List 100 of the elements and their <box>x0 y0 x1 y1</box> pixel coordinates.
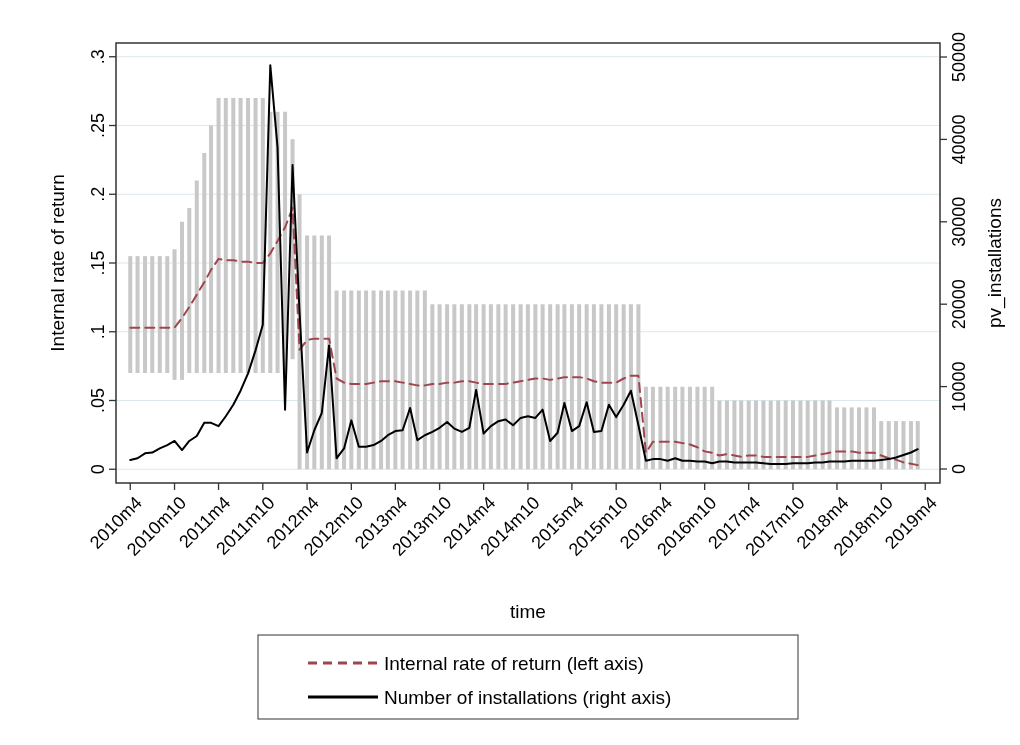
bar <box>128 256 133 373</box>
bar <box>724 400 729 470</box>
y-tick-label: .05 <box>88 387 108 414</box>
bar <box>606 304 611 470</box>
bar <box>555 304 560 470</box>
bar <box>312 235 317 470</box>
bar <box>172 249 177 380</box>
bar <box>165 256 170 373</box>
bar <box>650 386 655 470</box>
y-axis-title: Internal rate of return <box>47 174 68 352</box>
bar <box>577 304 582 470</box>
x-axis-title: time <box>510 601 546 622</box>
y2-tick-label: 20000 <box>949 279 969 330</box>
bar <box>437 304 442 470</box>
bar <box>562 304 567 470</box>
bar <box>834 407 839 470</box>
bar <box>827 400 832 470</box>
bar <box>187 208 192 373</box>
bar <box>533 304 538 470</box>
bar <box>813 400 818 470</box>
line-series <box>129 207 919 467</box>
bar <box>143 256 148 373</box>
bar <box>614 304 619 470</box>
bar <box>591 304 596 470</box>
bar <box>628 304 633 470</box>
bar <box>783 400 788 470</box>
bar <box>710 386 715 470</box>
bar <box>305 235 310 470</box>
y2-tick-label: 50000 <box>949 31 969 83</box>
bar <box>886 421 891 470</box>
bar <box>209 125 214 373</box>
bar <box>665 386 670 470</box>
bar <box>687 386 692 470</box>
bar <box>695 386 700 470</box>
bar <box>753 400 758 470</box>
bar <box>496 304 501 470</box>
bar <box>364 290 369 470</box>
bar <box>798 400 803 470</box>
bar <box>408 290 413 470</box>
bar <box>746 400 751 470</box>
bar <box>150 256 155 373</box>
y2-tick-label: 0 <box>949 463 969 474</box>
bar <box>319 235 324 470</box>
y-tick-label: .25 <box>88 112 108 139</box>
bar <box>268 111 273 373</box>
bar <box>180 221 185 380</box>
bar <box>805 400 810 470</box>
bar <box>658 386 663 470</box>
bar <box>864 407 869 470</box>
bar <box>157 256 162 373</box>
bar <box>430 304 435 470</box>
y-tick-label: .1 <box>88 324 108 340</box>
y2-tick-label: 40000 <box>949 114 969 165</box>
y2-tick-label: 10000 <box>949 361 969 412</box>
y-tick-label: 0 <box>88 464 108 475</box>
bar <box>908 421 913 470</box>
bar <box>732 400 737 470</box>
y2-axis-title: pv_installations <box>984 198 1006 328</box>
bar <box>349 290 354 470</box>
bar <box>238 98 243 373</box>
bar <box>393 290 398 470</box>
bar <box>717 400 722 470</box>
bar <box>253 98 258 373</box>
bar <box>761 400 766 470</box>
bar <box>621 304 626 470</box>
bar <box>856 407 861 470</box>
bar <box>356 290 361 470</box>
bar <box>893 421 898 470</box>
bar <box>518 304 523 470</box>
bar <box>702 386 707 470</box>
bar <box>231 98 236 373</box>
bar <box>768 400 773 470</box>
bar <box>673 386 678 470</box>
bar <box>511 304 516 470</box>
bar <box>879 421 884 470</box>
y-tick-label: .3 <box>88 49 108 65</box>
bar <box>820 400 825 470</box>
bar <box>342 290 347 470</box>
y2-tick-label: 30000 <box>949 196 969 247</box>
bar <box>223 98 228 373</box>
bar <box>776 400 781 470</box>
bar <box>194 180 199 373</box>
bar <box>871 407 876 470</box>
bar <box>385 290 390 470</box>
bar <box>371 290 376 470</box>
bar <box>202 153 207 373</box>
bar <box>849 407 854 470</box>
bar <box>379 290 384 470</box>
bar <box>400 290 405 470</box>
bar <box>569 304 574 470</box>
legend-label: Number of installations (right axis) <box>384 686 672 708</box>
bar <box>599 304 604 470</box>
bar <box>422 290 427 470</box>
y-tick-label: .2 <box>88 186 108 202</box>
bar <box>481 304 486 470</box>
bar <box>680 386 685 470</box>
bar <box>467 304 472 470</box>
legend-label: Internal rate of return (left axis) <box>384 652 644 674</box>
bar <box>334 290 339 470</box>
y-tick-label: .15 <box>88 250 108 276</box>
